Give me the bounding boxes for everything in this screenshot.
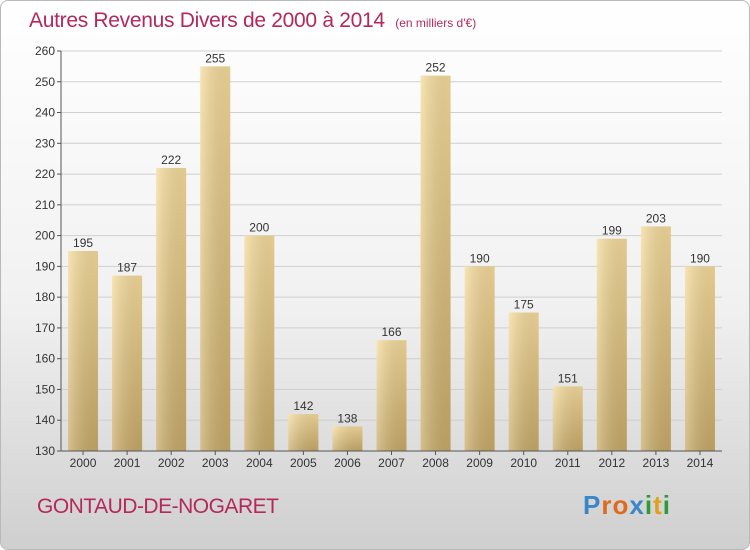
- x-tick-label: 2001: [114, 456, 141, 470]
- y-tick-label: 190: [35, 259, 55, 273]
- x-tick-label: 2010: [510, 456, 537, 470]
- bars-layer: 195 187 222 255 200 142 138 166 252 190 175 151 199 2…: [68, 51, 715, 451]
- data-label: 166: [381, 325, 401, 339]
- x-tick-label: 2000: [70, 456, 97, 470]
- bar-shade: [200, 66, 231, 451]
- y-tick-label: 220: [35, 167, 55, 181]
- data-label: 187: [117, 261, 137, 275]
- data-label: 203: [646, 211, 666, 225]
- proxiti-logo[interactable]: Proxiti: [583, 490, 671, 521]
- y-tick-label: 230: [35, 136, 55, 150]
- bar-shade: [112, 275, 143, 451]
- x-tick-label: 2012: [598, 456, 625, 470]
- logo-letter: t: [653, 490, 663, 520]
- y-tick-label: 180: [35, 290, 55, 304]
- bar-shade: [552, 386, 583, 451]
- bar-shade: [420, 75, 451, 451]
- logo-letter: P: [583, 490, 602, 520]
- data-label: 190: [470, 251, 490, 265]
- bar-shade: [596, 238, 627, 451]
- data-label: 138: [337, 411, 357, 425]
- chart-title-block: Autres Revenus Divers de 2000 à 2014 (en…: [29, 9, 476, 33]
- logo-letter: o: [612, 490, 630, 520]
- x-tick-label: 2014: [687, 456, 714, 470]
- x-tick-label: 2007: [378, 456, 405, 470]
- y-tick-label: 210: [35, 198, 55, 212]
- x-tick-label: 2006: [334, 456, 361, 470]
- y-tick-label: 260: [35, 44, 55, 58]
- data-label: 252: [426, 61, 446, 75]
- y-tick-label: 140: [35, 413, 55, 427]
- data-label: 222: [161, 153, 181, 167]
- data-label: 195: [73, 236, 93, 250]
- x-tick-label: 2009: [466, 456, 493, 470]
- bar-shade: [684, 266, 715, 451]
- logo-letter: i: [644, 490, 654, 520]
- chart-title: Autres Revenus Divers de 2000 à 2014: [29, 9, 385, 32]
- data-label: 199: [602, 224, 622, 238]
- x-tick-label: 2013: [643, 456, 670, 470]
- town-name: GONTAUD-DE-NOGARET: [37, 495, 279, 518]
- data-label: 255: [205, 51, 225, 65]
- bar-shade: [464, 266, 495, 451]
- y-tick-label: 240: [35, 106, 55, 120]
- data-label: 200: [249, 221, 269, 235]
- bar-shade: [332, 426, 363, 451]
- y-tick-label: 250: [35, 75, 55, 89]
- bar-shade: [288, 414, 319, 451]
- bar-shade: [156, 167, 187, 451]
- data-label: 175: [514, 298, 534, 312]
- bar-shade: [68, 251, 99, 451]
- x-tick-label: 2003: [202, 456, 229, 470]
- y-tick-label: 170: [35, 321, 55, 335]
- x-tick-label: 2005: [290, 456, 317, 470]
- bar-shade: [508, 312, 539, 451]
- logo-letter: r: [601, 490, 613, 520]
- logo-letter: x: [629, 490, 645, 520]
- x-tick-label: 2004: [246, 456, 273, 470]
- x-tick-label: 2011: [555, 456, 581, 470]
- bar-shade: [244, 235, 275, 451]
- logo-letter: i: [662, 490, 671, 520]
- bar-shade: [376, 340, 407, 451]
- y-tick-label: 130: [35, 444, 55, 458]
- x-tick-label: 2008: [422, 456, 449, 470]
- y-tick-label: 200: [35, 229, 55, 243]
- x-tick-label: 2002: [158, 456, 185, 470]
- data-label: 190: [690, 251, 710, 265]
- y-tick-label: 160: [35, 352, 55, 366]
- data-label: 142: [293, 399, 313, 413]
- bar-shade: [640, 226, 671, 451]
- chart-subtitle: (en milliers d'€): [395, 16, 477, 30]
- axis-layer: 130 140 150 160 170 180 190 200 210 220 230 240 250 2…: [35, 44, 722, 470]
- data-label: 151: [558, 371, 578, 385]
- y-tick-label: 150: [35, 382, 55, 396]
